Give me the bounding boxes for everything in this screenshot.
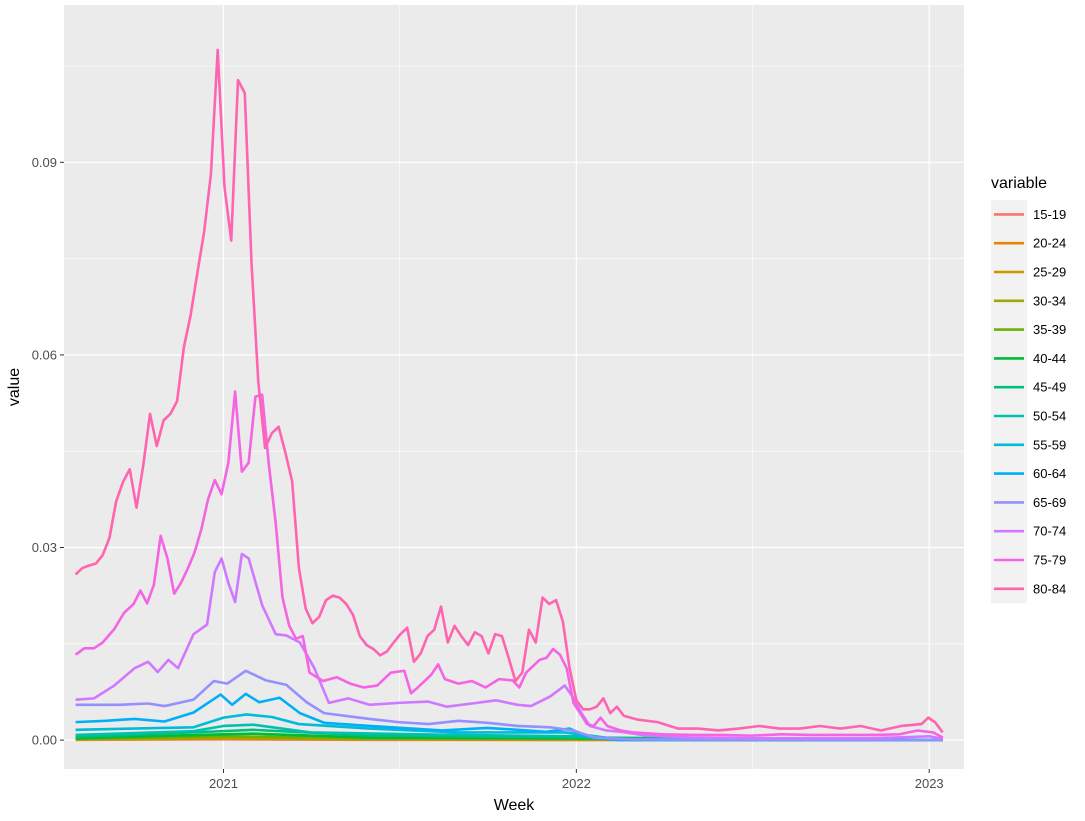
- series-line-65-69: [75, 669, 943, 742]
- legend: variable 15-19 20-24 25-29 30-34 35-39 40-44 4…: [991, 175, 1066, 604]
- series-layer: [74, 48, 944, 742]
- series-line-60-64: [75, 692, 943, 742]
- legend-label: 75-79: [1033, 553, 1066, 568]
- y-tick-label: 0.06: [32, 347, 57, 362]
- x-tick-label: 2022: [562, 776, 591, 791]
- x-axis-title: Week: [494, 797, 536, 814]
- series-line-80-84: [74, 48, 944, 734]
- legend-label: 70-74: [1033, 524, 1066, 539]
- legend-label: 20-24: [1033, 236, 1066, 251]
- legend-label: 15-19: [1033, 207, 1066, 222]
- series-line-75-79: [74, 390, 944, 739]
- legend-label: 65-69: [1033, 495, 1066, 510]
- x-tick-label: 2023: [915, 776, 944, 791]
- legend-label: 25-29: [1033, 265, 1066, 280]
- y-tick-label: 0.00: [32, 733, 57, 748]
- legend-label: 45-49: [1033, 380, 1066, 395]
- y-tick-label: 0.03: [32, 540, 57, 555]
- plot-panel: [64, 5, 964, 769]
- legend-label: 30-34: [1033, 293, 1066, 308]
- legend-label: 50-54: [1033, 409, 1066, 424]
- y-axis-title: value: [6, 368, 23, 406]
- legend-label: 40-44: [1033, 351, 1066, 366]
- legend-title: variable: [991, 175, 1047, 192]
- y-axis: 0.00 0.03 0.06 0.09: [32, 155, 64, 748]
- legend-label: 60-64: [1033, 466, 1066, 481]
- legend-label: 80-84: [1033, 581, 1066, 596]
- legend-label: 55-59: [1033, 437, 1066, 452]
- minor-gridlines: [64, 5, 964, 769]
- y-tick-label: 0.09: [32, 155, 57, 170]
- x-tick-label: 2021: [209, 776, 238, 791]
- legend-label: 35-39: [1033, 322, 1066, 337]
- x-axis: 2021 2022 2023: [209, 769, 944, 791]
